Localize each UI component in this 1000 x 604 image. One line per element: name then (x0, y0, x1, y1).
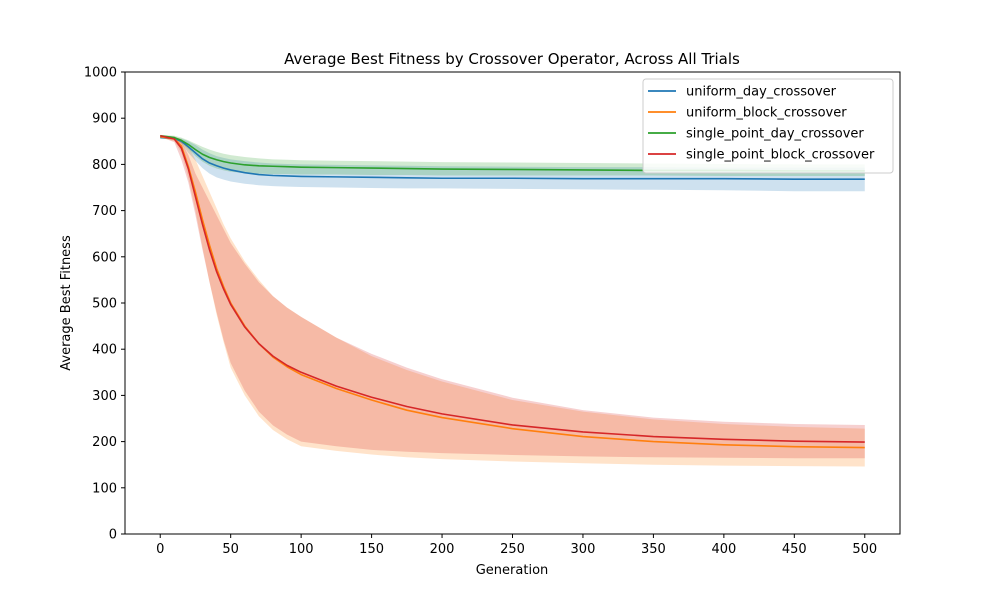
x-tick-label: 350 (641, 542, 666, 557)
y-tick-label: 900 (92, 112, 117, 127)
x-tick-label: 150 (359, 542, 384, 557)
y-tick-label: 200 (92, 435, 117, 450)
y-tick-label: 500 (92, 297, 117, 312)
x-axis-label: Generation (476, 563, 549, 578)
y-tick-label: 300 (92, 389, 117, 404)
y-tick-label: 0 (109, 528, 117, 543)
x-tick-label: 400 (711, 542, 736, 557)
x-tick-label: 500 (852, 542, 877, 557)
series-line-single_point_day_crossover (160, 134, 865, 172)
y-tick-label: 100 (92, 481, 117, 496)
y-tick-label: 800 (92, 158, 117, 173)
legend-label-single_point_day_crossover: single_point_day_crossover (686, 127, 864, 142)
y-tick-label: 400 (92, 343, 117, 358)
band-single_point_block_crossover (160, 134, 865, 459)
x-tick-label: 250 (500, 542, 525, 557)
y-axis-ticks: 0 100 200 300 400 500 600 700 800 900 1000 (84, 66, 125, 543)
x-tick-label: 300 (571, 542, 596, 557)
x-tick-label: 100 (289, 542, 314, 557)
x-tick-label: 450 (782, 542, 807, 557)
chart-title: Average Best Fitness by Crossover Operat… (284, 50, 740, 68)
y-axis-label: Average Best Fitness (59, 235, 74, 371)
x-tick-label: 200 (430, 542, 455, 557)
legend: uniform_day_crossover uniform_block_cross… (642, 78, 894, 174)
series-line-single_point_block_crossover (160, 134, 865, 443)
series-line-uniform_day_crossover (160, 136, 865, 180)
y-tick-label: 1000 (84, 66, 117, 81)
x-tick-label: 50 (222, 542, 239, 557)
y-tick-label: 600 (92, 250, 117, 265)
legend-label-uniform_day_crossover: uniform_day_crossover (686, 85, 837, 100)
band-uniform_block_crossover (160, 135, 865, 467)
x-axis-ticks: 0 50 100 150 200 250 300 350 400 450 500 (156, 534, 877, 557)
legend-label-uniform_block_crossover: uniform_block_crossover (686, 106, 847, 121)
legend-box (642, 78, 894, 174)
y-tick-label: 700 (92, 204, 117, 219)
legend-label-single_point_block_crossover: single_point_block_crossover (686, 148, 875, 163)
x-tick-label: 0 (156, 542, 164, 557)
series-lines (160, 134, 865, 449)
